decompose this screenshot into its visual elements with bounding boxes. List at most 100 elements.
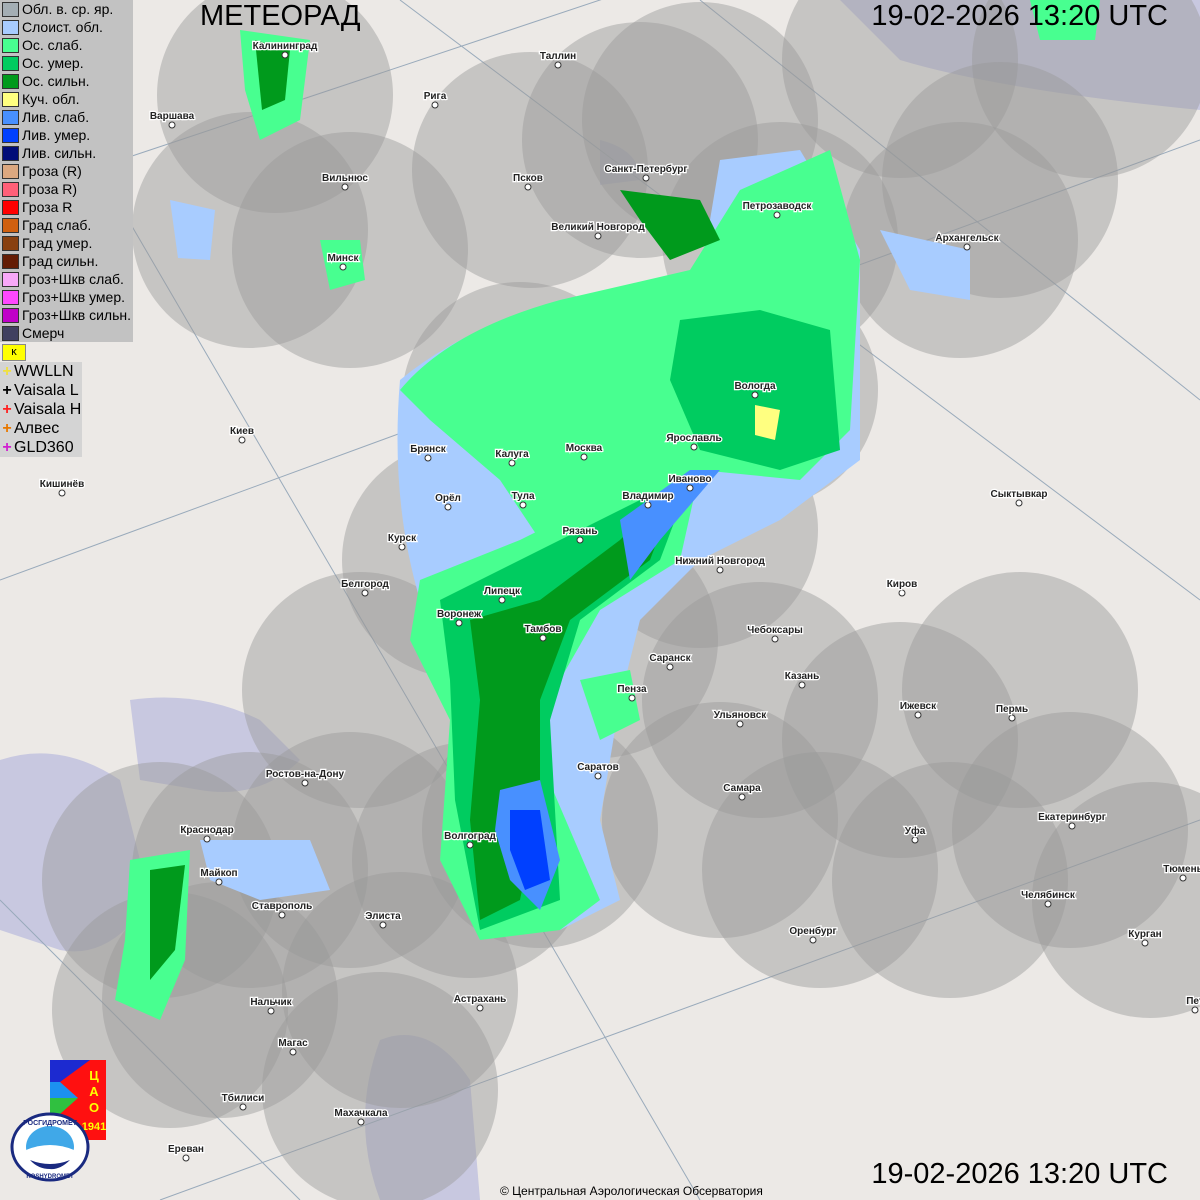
datetime-top: 19-02-2026 13:20 UTC (871, 0, 1168, 32)
city-marker: Пермь (995, 703, 1029, 722)
radar-range-circle (782, 622, 1018, 858)
lightning-cross-icon: + (2, 400, 12, 418)
legend-item: Гроза (R) (0, 162, 133, 180)
city-dot-icon (424, 454, 432, 462)
city-dot-icon (911, 836, 919, 844)
lightning-cross-icon: + (2, 381, 12, 399)
legend-item: Ос. умер. (0, 54, 133, 72)
city-label: Оренбург (789, 925, 836, 937)
radar-range-circle (52, 892, 288, 1128)
city-label: Самара (723, 783, 761, 794)
city-marker: Брянск (409, 443, 448, 462)
legend-label: Куч. обл. (22, 91, 80, 107)
legend-swatch (2, 253, 19, 269)
city-label: Орёл (435, 493, 461, 504)
radar-range-circle (842, 122, 1078, 358)
city-marker: Калуга (494, 448, 530, 467)
legend-label: Град слаб. (22, 217, 92, 233)
city-marker: Минск (326, 252, 361, 271)
city-dot-icon (341, 183, 349, 191)
water-body (600, 140, 640, 185)
cao-letter: Ц (89, 1068, 99, 1083)
water-body (130, 697, 300, 792)
city-label: Петрозаводск (743, 201, 813, 212)
legend-swatch (2, 199, 19, 215)
city-marker: Ульяновск (712, 709, 769, 728)
lightning-network-item[interactable]: + Vaisala H (0, 400, 82, 419)
radar-range-circle (952, 712, 1188, 948)
city-marker: Магас (277, 1037, 309, 1056)
radar-range-circle (882, 62, 1118, 298)
city-marker: Владимир (621, 490, 675, 509)
lightning-network-item[interactable]: + Алвес (0, 419, 82, 438)
city-marker: Рязань (561, 525, 599, 544)
city-label: Варшава (150, 111, 195, 122)
city-marker: Курск (387, 532, 418, 551)
city-dot-icon (357, 1118, 365, 1126)
lightning-cross-icon: + (2, 419, 12, 437)
city-dot-icon (1068, 822, 1076, 830)
city-dot-icon (898, 589, 906, 597)
city-marker: Рига (422, 90, 448, 109)
city-dot-icon (642, 174, 650, 182)
city-label: Калуга (495, 449, 529, 460)
lightning-network-item[interactable]: + WWLLN (0, 362, 82, 381)
lightning-network-item[interactable]: + Vaisala L (0, 381, 82, 400)
city-dot-icon (182, 1154, 190, 1162)
city-label: Тамбов (524, 623, 561, 635)
city-marker: Кишинёв (39, 478, 85, 497)
city-label: Курск (388, 533, 417, 544)
city-marker: Пенза (616, 683, 648, 702)
radar-range-circle (412, 52, 648, 288)
city-marker: Саратов (576, 761, 620, 780)
city-label: Кишинёв (40, 479, 84, 490)
legend-swatch (2, 145, 19, 161)
water-body (365, 1035, 480, 1200)
legend-label: Лив. умер. (22, 127, 91, 143)
city-label: Липецк (484, 586, 521, 597)
legend-item: Ос. сильн. (0, 72, 133, 90)
precipitation-area (510, 810, 550, 890)
city-dot-icon (666, 663, 674, 671)
city-marker: Ижевск (899, 700, 938, 719)
lightning-network-item[interactable]: + GLD360 (0, 438, 82, 457)
radar-range-circle (1032, 782, 1200, 1018)
city-label: Саранск (649, 653, 691, 664)
city-marker: Иваново (667, 473, 713, 492)
precipitation-area (1030, 0, 1100, 40)
city-label: Таллин (540, 51, 576, 62)
legend-item: Куч. обл. (0, 90, 133, 108)
city-marker: Белгород (340, 578, 391, 597)
radar-range-circle (132, 112, 368, 348)
legend-label: Град сильн. (22, 253, 99, 269)
city-label: Майкоп (200, 868, 237, 879)
city-dot-icon (686, 484, 694, 492)
city-marker: Тула (510, 490, 536, 509)
city-label: Астрахань (454, 994, 507, 1005)
precipitation-legend: Обл. в. ср. яр. Слоист. обл. Ос. слаб. Ос. … (0, 0, 133, 342)
city-marker: Москва (565, 442, 604, 461)
datetime-bottom: 19-02-2026 13:20 UTC (871, 1158, 1168, 1190)
roshydromet-ru: РОСГИДРОМЕТ (23, 1120, 78, 1127)
city-dot-icon (203, 835, 211, 843)
legend-item: Град сильн. (0, 252, 133, 270)
city-dot-icon (476, 1004, 484, 1012)
legend-item: Лив. умер. (0, 126, 133, 144)
city-marker: Махачкала (333, 1107, 389, 1126)
legend-item: Град слаб. (0, 216, 133, 234)
city-dot-icon (289, 1048, 297, 1056)
city-marker: Тюмень (1162, 863, 1200, 882)
radar-range-circle (642, 582, 878, 818)
legend-swatch (2, 55, 19, 71)
city-label: Воронеж (437, 609, 482, 620)
city-label: Рига (424, 91, 447, 102)
city-marker: Элиста (364, 910, 402, 929)
city-label: Владимир (622, 491, 673, 502)
city-label: Курган (1128, 929, 1161, 940)
lightning-toggle-flag[interactable]: ᴋ (2, 344, 26, 361)
city-marker: Вологда (733, 380, 777, 399)
city-label: Москва (566, 443, 603, 454)
city-marker: Петрозаводск (741, 200, 814, 219)
legend-item: Слоист. обл. (0, 18, 133, 36)
city-marker: Великий Новгород (550, 221, 647, 240)
